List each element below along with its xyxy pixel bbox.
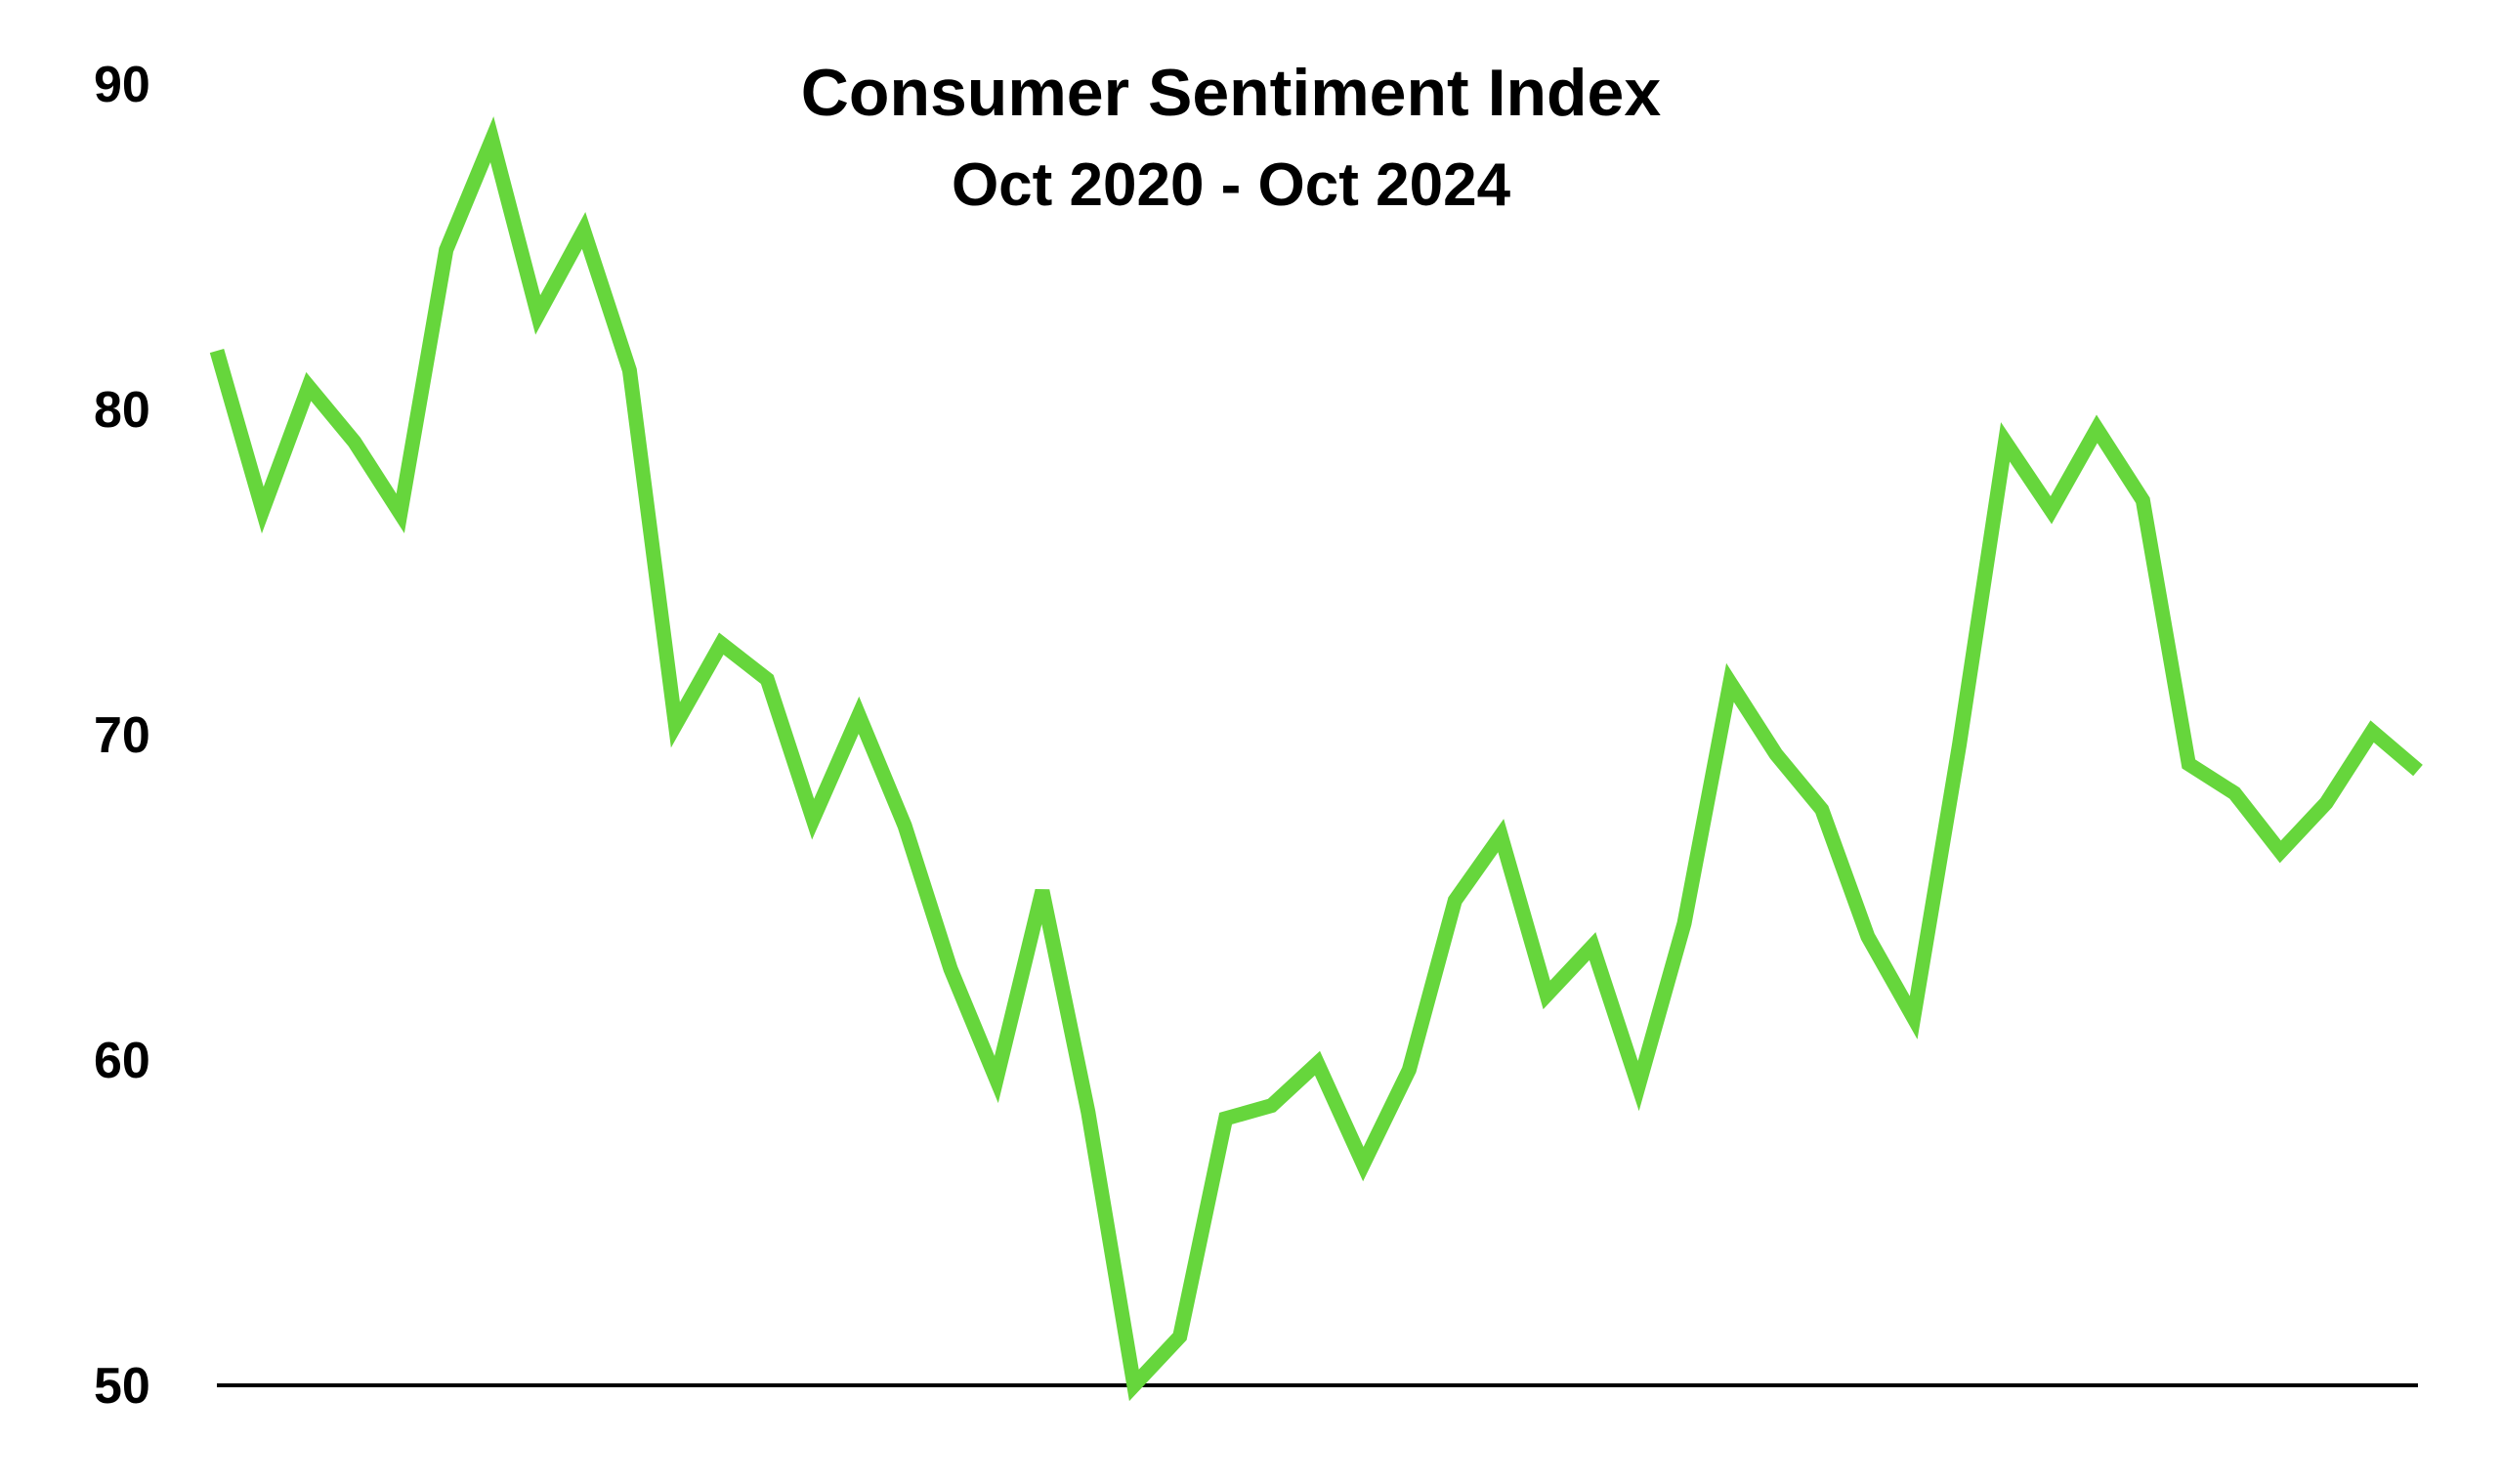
chart-title: Consumer Sentiment Index [801, 56, 1662, 130]
data-points [216, 139, 2419, 1386]
chart-subtitle: Oct 2020 - Oct 2024 [952, 151, 1511, 219]
y-tick-label: 60 [94, 1033, 150, 1089]
y-tick-label: 50 [94, 1358, 150, 1415]
y-tick-label: 70 [94, 707, 150, 764]
series-line [209, 116, 2423, 1402]
y-tick-label: 90 [94, 57, 150, 113]
y-axis: 50 60 70 80 90 [94, 57, 150, 1415]
y-tick-label: 80 [94, 382, 150, 439]
